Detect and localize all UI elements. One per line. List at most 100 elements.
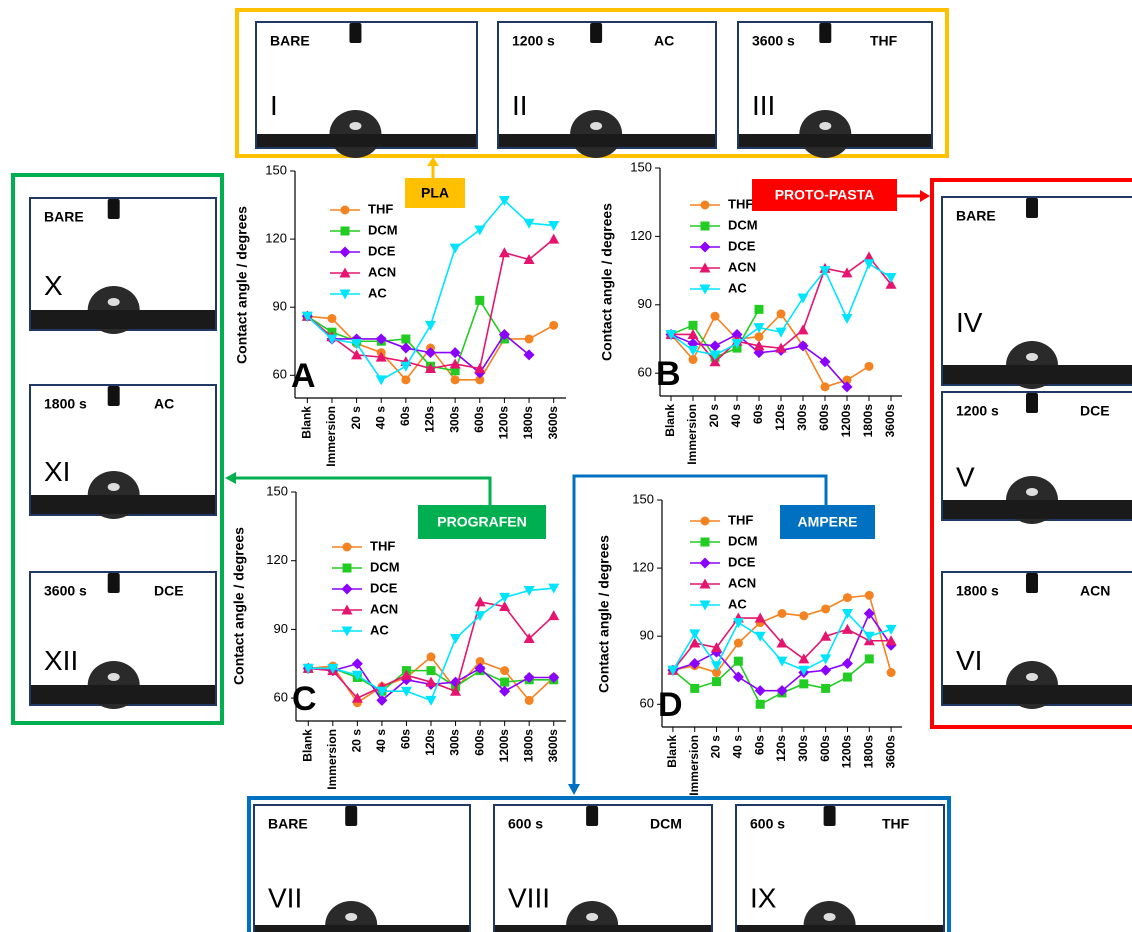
marker — [689, 355, 698, 364]
legend-label: AC — [728, 280, 747, 295]
photo-group: BAREI1200 sACII3600 sTHFIII — [237, 10, 947, 158]
x-tick-label: 3600s — [546, 729, 560, 763]
photo-time: BARE — [268, 816, 308, 832]
marker — [401, 375, 410, 384]
substrate — [943, 365, 1132, 384]
marker — [798, 340, 809, 351]
y-axis-title: Contact angle / degrees — [234, 206, 250, 364]
chart: 6090120150BlankImmersion20 s40 s60s120s3… — [596, 491, 902, 795]
x-tick-label: 60s — [752, 735, 766, 755]
marker — [525, 334, 534, 343]
x-tick-label: 40 s — [731, 735, 745, 759]
chart-title: PROTO-PASTA — [775, 187, 875, 203]
marker — [887, 668, 896, 677]
photo-frame: 3600 sTHFIII — [738, 22, 932, 158]
marker — [400, 362, 411, 372]
marker — [820, 665, 831, 676]
photo-solvent: AC — [654, 33, 674, 49]
chart-title: PLA — [421, 185, 449, 201]
marker — [755, 685, 766, 696]
x-tick-label: 3600s — [546, 406, 560, 440]
substrate — [31, 685, 215, 704]
legend-marker — [700, 558, 711, 569]
substrate — [31, 310, 215, 329]
marker — [778, 609, 787, 618]
marker — [548, 234, 559, 244]
x-tick-label: Immersion — [324, 406, 338, 467]
marker — [755, 332, 764, 341]
droplet-highlight — [1026, 673, 1038, 681]
marker — [352, 658, 363, 669]
droplet-highlight — [349, 122, 361, 130]
photo-frame: BARE VII — [254, 805, 470, 932]
x-tick-label: 1800s — [521, 406, 535, 440]
y-tick-label: 120 — [265, 231, 287, 246]
needle — [108, 386, 120, 406]
photo-time: 3600 s — [44, 583, 87, 599]
x-tick-label: 300s — [448, 729, 462, 756]
x-tick-label: 40 s — [729, 404, 743, 428]
marker — [427, 652, 436, 661]
photo-solvent: ACN — [1080, 583, 1110, 599]
marker — [451, 375, 460, 384]
marker — [842, 658, 853, 669]
y-tick-label: 90 — [640, 628, 654, 643]
panel-label: C — [292, 680, 317, 718]
y-tick-label: 90 — [274, 621, 288, 636]
marker — [798, 666, 809, 676]
photo-numeral: XI — [44, 456, 70, 487]
legend-label: AC — [370, 622, 389, 637]
needle — [108, 199, 120, 219]
legend-label: AC — [728, 596, 747, 611]
x-tick-label: 3600s — [883, 735, 897, 769]
marker — [821, 684, 830, 693]
substrate — [495, 925, 711, 932]
marker — [450, 634, 461, 644]
x-tick-label: 1200s — [497, 406, 511, 440]
legend-label: DCM — [728, 533, 758, 548]
chart-title: AMPERE — [798, 514, 858, 530]
series-line — [671, 314, 869, 387]
marker — [548, 610, 559, 620]
photo-numeral: XII — [44, 645, 78, 676]
x-tick-label: 600s — [818, 735, 832, 762]
y-tick-label: 120 — [632, 560, 654, 575]
legend-label: DCM — [368, 222, 398, 237]
needle — [819, 23, 831, 43]
panel-label: D — [658, 686, 683, 724]
y-tick-label: 120 — [266, 552, 288, 567]
x-tick-label: 300s — [447, 406, 461, 433]
droplet-highlight — [345, 913, 357, 921]
marker — [821, 382, 830, 391]
y-tick-label: 60 — [274, 690, 288, 705]
y-tick-label: 150 — [632, 491, 654, 506]
legend-label: ACN — [368, 264, 396, 279]
marker — [475, 596, 486, 606]
x-tick-label: 600s — [472, 729, 486, 756]
x-tick-label: Blank — [299, 406, 313, 439]
x-tick-label: 120s — [774, 735, 788, 762]
legend-label: ACN — [728, 575, 756, 590]
x-tick-label: 300s — [795, 404, 809, 431]
marker — [864, 259, 875, 269]
photo-time: 600 s — [750, 816, 785, 832]
droplet-highlight — [1026, 353, 1038, 361]
x-tick-label: 1800s — [861, 404, 875, 438]
marker — [820, 654, 831, 664]
marker — [427, 666, 436, 675]
marker — [689, 629, 700, 639]
y-axis-title: Contact angle / degrees — [596, 535, 612, 693]
x-tick-label: 40 s — [374, 729, 388, 753]
legend-marker — [343, 543, 352, 552]
photo-numeral: II — [512, 90, 528, 121]
marker — [548, 221, 559, 231]
substrate — [31, 495, 215, 514]
x-tick-label: 600s — [472, 406, 486, 433]
y-tick-label: 90 — [273, 299, 287, 314]
x-tick-label: 1200s — [497, 729, 511, 763]
photo-time: 1200 s — [956, 403, 999, 419]
legend-label: DCE — [728, 554, 756, 569]
photo-numeral: VII — [268, 883, 302, 914]
